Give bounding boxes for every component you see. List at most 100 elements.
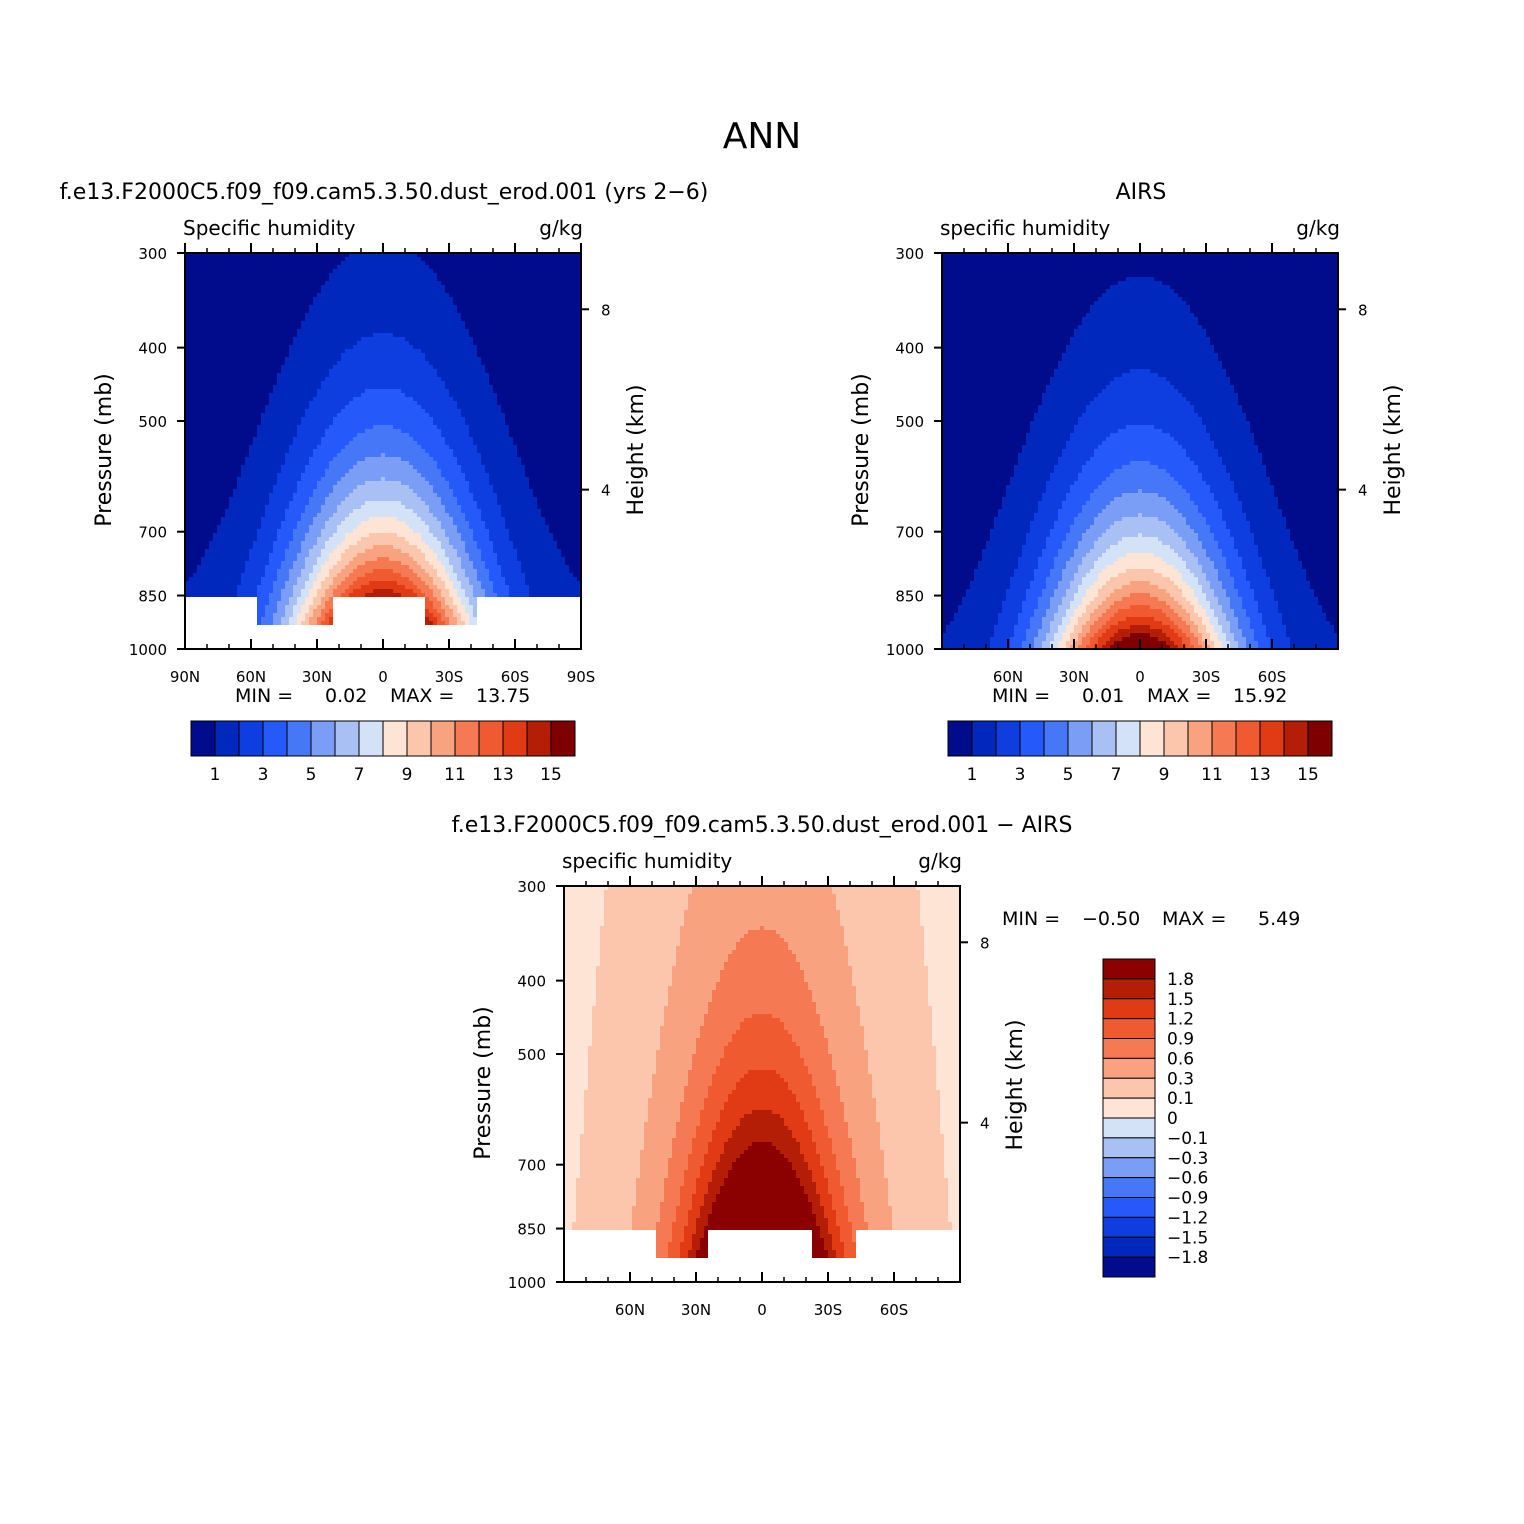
- diff-contour-band: [728, 954, 797, 959]
- obs-contour-band: [974, 569, 1015, 574]
- model-contour-band: [289, 573, 302, 578]
- model-contour-band: [497, 557, 518, 562]
- model-contour-band: [241, 577, 262, 582]
- model-colorbar-label: 9: [402, 765, 413, 785]
- diff-contour-band: [836, 1154, 853, 1159]
- obs-contour-band: [942, 609, 959, 614]
- model-contour-band: [489, 481, 530, 486]
- obs-contour-band: [1258, 545, 1295, 550]
- obs-contour-band: [1078, 637, 1083, 642]
- model-contour-band: [257, 609, 266, 614]
- diff-contour-band: [748, 1070, 777, 1075]
- obs-contour-band: [1126, 425, 1155, 430]
- model-contour-band: [345, 537, 362, 542]
- diff-contour-band: [856, 998, 929, 1003]
- diff-contour-band: [704, 1158, 721, 1163]
- model-contour-band: [425, 609, 430, 614]
- model-contour-band: [269, 493, 294, 498]
- model-contour-band: [317, 537, 330, 542]
- model-contour-band: [477, 449, 518, 454]
- diff-contour-band: [744, 1150, 781, 1155]
- diff-contour-band: [656, 1062, 693, 1067]
- obs-contour-band: [1174, 385, 1235, 390]
- model-contour-band: [457, 605, 466, 610]
- diff-colorbar-label: −1.8: [1167, 1248, 1208, 1268]
- diff-contour-band: [800, 1150, 817, 1155]
- diff-contour-band: [696, 1190, 709, 1195]
- model-contour-band: [501, 509, 542, 514]
- obs-contour-band: [1046, 489, 1071, 494]
- diff-contour-band: [728, 1042, 797, 1047]
- model-contour-band: [185, 297, 314, 302]
- obs-contour-band: [1238, 593, 1255, 598]
- obs-contour-band: [1098, 617, 1111, 622]
- obs-contour-band: [1086, 501, 1111, 506]
- obs-contour-band: [1066, 565, 1079, 570]
- obs-colorbar-label: 5: [1063, 765, 1074, 785]
- diff-contour-band: [564, 1086, 589, 1091]
- model-contour-band: [317, 541, 326, 546]
- diff-contour-band: [588, 1082, 653, 1087]
- obs-contour-band: [1198, 469, 1227, 474]
- diff-contour-band: [720, 1062, 805, 1067]
- model-contour-band: [301, 421, 334, 426]
- obs-colorbar-label: 9: [1159, 765, 1170, 785]
- model-contour-band: [445, 381, 490, 386]
- model-contour-band: [309, 497, 326, 502]
- diff-contour-band: [636, 1198, 665, 1203]
- obs-contour-band: [1138, 533, 1143, 538]
- obs-contour-band: [1010, 637, 1027, 642]
- model-contour-band: [277, 529, 294, 534]
- obs-contour-band: [1066, 441, 1103, 446]
- diff-contour-band: [672, 978, 721, 983]
- obs-contour-band: [1094, 633, 1103, 638]
- model-contour-band: [437, 617, 442, 622]
- diff-contour-band: [828, 1178, 841, 1183]
- diff-contour-band: [652, 1078, 689, 1083]
- model-contour-band: [441, 525, 458, 530]
- obs-contour-band: [1282, 621, 1331, 626]
- model-contour-band: [525, 581, 581, 586]
- diff-contour-band: [564, 1262, 960, 1267]
- model-colorbar-label: 5: [306, 765, 317, 785]
- model-contour-band: [513, 541, 558, 546]
- obs-contour-band: [1026, 437, 1071, 442]
- obs-contour-band: [1074, 609, 1087, 614]
- model-contour-band: [285, 613, 294, 618]
- obs-contour-band: [942, 637, 991, 642]
- diff-colorbar-swatch: [1102, 1097, 1156, 1119]
- model-contour-band: [301, 517, 314, 522]
- obs-contour-band: [1194, 645, 1203, 649]
- obs-contour-band: [1070, 337, 1211, 342]
- obs-contour-band: [1030, 581, 1047, 586]
- obs-contour-band: [1142, 489, 1187, 494]
- obs-contour-band: [1118, 541, 1163, 546]
- diff-contour-band: [840, 918, 921, 923]
- model-contour-band: [413, 465, 438, 470]
- obs-contour-band: [1054, 633, 1063, 638]
- model-contour-band: [433, 489, 454, 494]
- obs-contour-band: [1170, 577, 1183, 582]
- obs-contour-band: [1158, 597, 1175, 602]
- diff-contour-band: [708, 1090, 733, 1095]
- obs-contour-band: [966, 589, 1007, 594]
- model-contour-band: [501, 405, 581, 410]
- diff-contour-band: [836, 1210, 849, 1215]
- diff-contour-band: [788, 1030, 825, 1035]
- diff-contour-band: [872, 1078, 937, 1083]
- model-ytick-label: 700: [138, 524, 167, 542]
- model-contour-band: [285, 557, 298, 562]
- model-contour-band: [185, 397, 270, 402]
- model-contour-band: [281, 369, 330, 374]
- diff-contour-band: [716, 1070, 749, 1075]
- obs-contour-band: [1038, 561, 1055, 566]
- diff-contour-band: [688, 1222, 697, 1227]
- obs-contour-band: [1142, 513, 1183, 518]
- model-contour-band: [185, 477, 238, 482]
- model-contour-band: [337, 545, 350, 550]
- model-contour-band: [349, 253, 418, 258]
- obs-contour-band: [1234, 609, 1247, 614]
- diff-contour-band: [652, 1086, 685, 1091]
- obs-contour-band: [998, 509, 1039, 514]
- obs-contour-band: [1074, 593, 1087, 598]
